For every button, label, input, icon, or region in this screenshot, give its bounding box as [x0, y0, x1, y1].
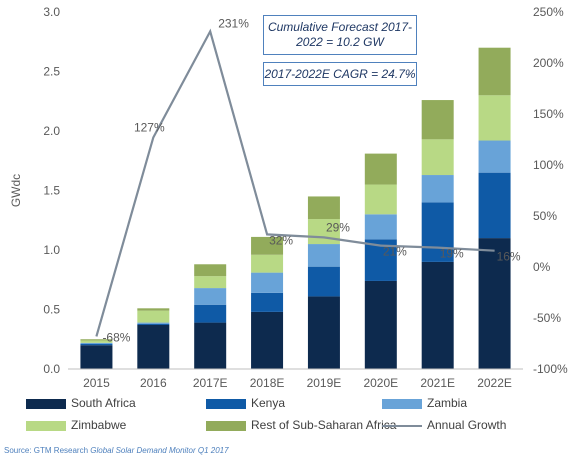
- bar-segment: [194, 288, 227, 305]
- bar-segment: [80, 342, 113, 345]
- y2-tick-label: 150%: [533, 107, 564, 121]
- legend-item-rest-of-ssa: Rest of Sub-Saharan Africa: [206, 418, 396, 432]
- legend-swatch-rest-of-ssa: [206, 420, 246, 431]
- y2-tick-label: 50%: [533, 209, 557, 223]
- y-tick-label: 2.0: [43, 124, 60, 138]
- growth-data-label: 16%: [497, 250, 521, 264]
- y-tick-label: 1.0: [43, 243, 60, 257]
- y2-tick-label: 100%: [533, 158, 564, 172]
- growth-data-label: 231%: [218, 16, 249, 30]
- bar-segment: [251, 254, 284, 273]
- legend-label-south-africa: South Africa: [71, 396, 136, 410]
- bar-segment: [251, 311, 284, 369]
- bar-segment: [364, 214, 397, 240]
- bar-segment: [364, 153, 397, 185]
- bar-segment: [137, 324, 170, 369]
- y2-tick-label: -50%: [533, 311, 561, 325]
- bar-segment: [421, 139, 454, 176]
- x-tick-label: 2021E: [420, 376, 455, 390]
- bar-segment: [80, 340, 113, 343]
- y-axis-label: GWdc: [9, 174, 23, 207]
- annual-growth-line: [95, 28, 495, 337]
- bar-segment: [307, 196, 340, 220]
- source-prefix: Source: GTM Research: [4, 446, 91, 455]
- bar-segment: [307, 266, 340, 297]
- bar-segment: [137, 323, 170, 325]
- x-tick-label: 2015: [83, 376, 110, 390]
- legend-swatch-kenya: [206, 398, 246, 409]
- bar-segment: [421, 100, 454, 140]
- bar-segment: [194, 304, 227, 323]
- bar-segment: [421, 261, 454, 369]
- x-tick-label: 2018E: [250, 376, 285, 390]
- growth-data-label: 32%: [269, 233, 293, 247]
- bar-segment: [307, 296, 340, 369]
- bar-segment: [478, 95, 511, 141]
- legend-label-zambia: Zambia: [427, 396, 468, 410]
- legend: South Africa Kenya Zambia Zimbabwe Rest …: [26, 396, 556, 436]
- bar-segment: [421, 175, 454, 203]
- bar-segment: [80, 345, 113, 369]
- bar-segment: [478, 47, 511, 96]
- bar-segment: [194, 276, 227, 289]
- bar-segment: [80, 339, 113, 341]
- bar-segment: [194, 264, 227, 277]
- y2-tick-label: 250%: [533, 5, 564, 19]
- growth-data-label: -68%: [102, 330, 130, 344]
- legend-item-annual-growth: Annual Growth: [382, 418, 506, 432]
- x-tick-label: 2017E: [193, 376, 228, 390]
- y-tick-label: 0.0: [43, 362, 60, 376]
- y-tick-label: 1.5: [43, 184, 60, 198]
- forecast-callout-line-1: Cumulative Forecast 2017-: [267, 20, 413, 34]
- legend-item-zimbabwe: Zimbabwe: [26, 418, 126, 432]
- x-tick-label: 2022E: [477, 376, 512, 390]
- source-note: Source: GTM Research Global Solar Demand…: [4, 446, 229, 455]
- x-tick-label: 2020E: [363, 376, 398, 390]
- cumulative-forecast-callout: Cumulative Forecast 2017- 2022 = 10.2 GW: [263, 15, 417, 55]
- chart-area: 0.0 0.5 1.0 1.5 2.0 2.5 3.0 -100% -50% 0% 50% 100% 1…: [9, 5, 568, 390]
- y-tick-label: 3.0: [43, 5, 60, 19]
- y2-tick-label: 0%: [533, 260, 551, 274]
- bar-segment: [251, 236, 284, 255]
- bar-segment: [364, 280, 397, 369]
- legend-label-zimbabwe: Zimbabwe: [71, 418, 127, 432]
- cagr-callout: 2017-2022E CAGR = 24.7%: [263, 62, 417, 86]
- legend-label-kenya: Kenya: [251, 396, 286, 410]
- bar-segment: [80, 344, 113, 346]
- forecast-callout-line-2: 2022 = 10.2 GW: [296, 35, 384, 49]
- y-tick-label: 2.5: [43, 65, 60, 79]
- bar-segment: [307, 244, 340, 267]
- bar-segment: [421, 202, 454, 262]
- x-tick-label: 2016: [140, 376, 167, 390]
- bar-segment: [137, 308, 170, 311]
- growth-data-label: 21%: [383, 245, 407, 259]
- bar-segment: [478, 140, 511, 173]
- y2-tick-label: 200%: [533, 56, 564, 70]
- legend-label-annual-growth: Annual Growth: [427, 418, 507, 432]
- legend-swatch-south-africa: [26, 398, 66, 409]
- growth-data-label: 29%: [326, 220, 350, 234]
- bar-segment: [194, 322, 227, 369]
- cagr-callout-text: 2017-2022E CAGR = 24.7%: [264, 67, 416, 81]
- legend-item-kenya: Kenya: [206, 396, 285, 410]
- bar-segment: [137, 322, 170, 324]
- legend-swatch-zimbabwe: [26, 420, 66, 431]
- legend-item-south-africa: South Africa: [26, 396, 136, 410]
- bar-segment: [478, 238, 511, 369]
- growth-data-label: 127%: [134, 120, 165, 134]
- legend-swatch-zambia: [382, 398, 422, 409]
- bar-segment: [251, 292, 284, 312]
- legend-label-rest-of-ssa: Rest of Sub-Saharan Africa: [251, 418, 397, 432]
- bar-segment: [364, 184, 397, 215]
- bar-segment: [251, 272, 284, 293]
- bar-segment: [478, 172, 511, 239]
- growth-data-label: 19%: [440, 247, 464, 261]
- x-tick-label: 2019E: [307, 376, 342, 390]
- source-title: Global Solar Demand Monitor Q1 2017: [90, 446, 229, 455]
- bar-segment: [137, 310, 170, 323]
- legend-line-annual-growth: [382, 424, 422, 427]
- y2-tick-label: -100%: [533, 362, 568, 376]
- y-tick-label: 0.5: [43, 303, 60, 317]
- legend-item-zambia: Zambia: [382, 396, 467, 410]
